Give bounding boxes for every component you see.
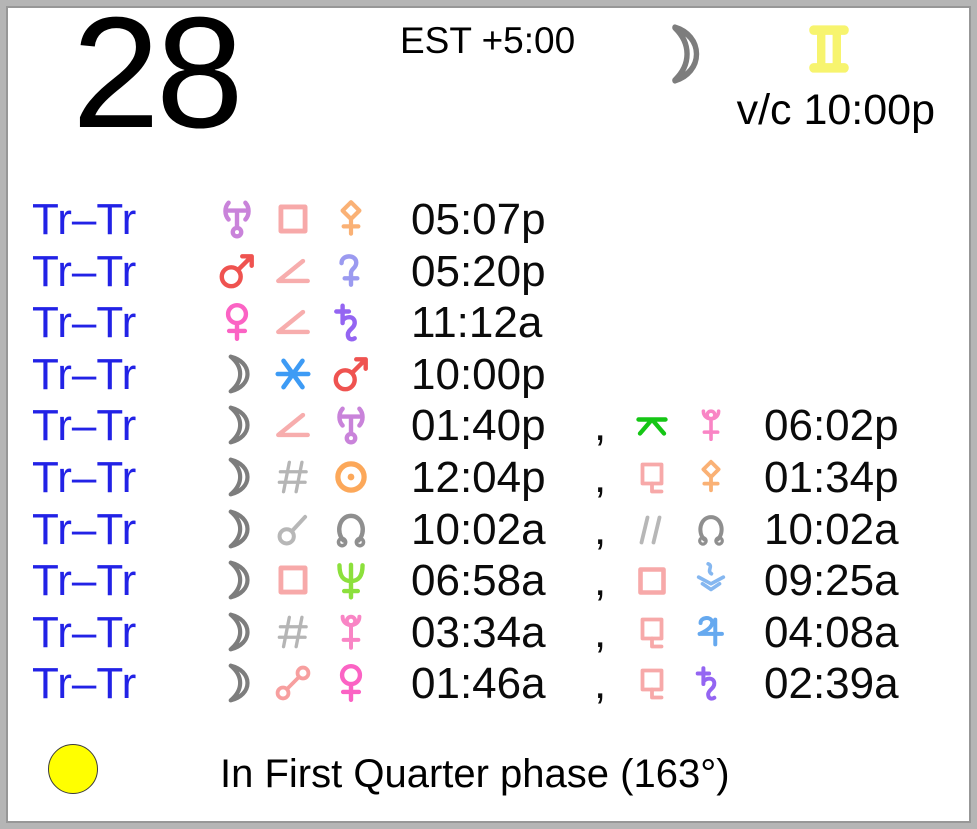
moon-icon — [216, 353, 258, 395]
moon-icon — [216, 508, 258, 550]
moon-phase-label: In First Quarter phase (163°) — [220, 752, 730, 796]
aspect-row: Tr–Tr 05:07p — [8, 194, 973, 246]
aspect-time: 10:02a — [411, 504, 546, 554]
sextile-icon — [272, 353, 314, 395]
transit-transit-label: Tr–Tr — [32, 504, 137, 554]
mars-icon — [216, 250, 258, 292]
aspect-time: 06:58a — [411, 556, 546, 606]
aspect-row: Tr–Tr 01:46a , 02:39a — [8, 658, 973, 710]
void-of-course-label: v/c 10:00p — [736, 86, 935, 134]
comma-separator: , — [594, 659, 607, 709]
comma-separator: , — [594, 607, 607, 657]
semisquare-icon — [272, 404, 314, 446]
aspect-row: Tr–Tr 06:58a , 09:25a — [8, 555, 973, 607]
uranus-icon — [330, 404, 372, 446]
aspect-time: 12:04p — [411, 453, 546, 502]
quincunx-icon — [632, 406, 672, 446]
venus-icon — [330, 662, 372, 704]
aspect-row: Tr–Tr 12:04p , 01:34p — [8, 452, 973, 504]
sesquiquadrate-icon — [632, 613, 672, 653]
semisquare-icon — [272, 250, 314, 292]
transit-transit-label: Tr–Tr — [32, 556, 137, 606]
ceres-icon — [330, 250, 372, 292]
moon-icon — [216, 559, 258, 601]
gemini-icon — [805, 22, 853, 76]
transit-transit-label: Tr–Tr — [32, 607, 137, 657]
comma-separator: , — [594, 401, 607, 451]
aspect-row: Tr–Tr 03:34a , 04:08a — [8, 607, 973, 659]
vesta-icon — [692, 561, 730, 599]
sun-icon — [330, 456, 372, 498]
moon-phase-circle — [48, 744, 98, 794]
pallas-icon — [330, 198, 372, 240]
aspect-row: Tr–Tr 10:00p — [8, 349, 973, 401]
comma-separator: , — [594, 504, 607, 554]
sesquiquadrate-icon — [632, 664, 672, 704]
mars-icon — [330, 353, 372, 395]
aspect-time: 01:46a — [411, 659, 546, 709]
sesquiquadrate-icon — [632, 458, 672, 498]
square-icon — [272, 559, 314, 601]
contraparallel-icon — [272, 611, 314, 653]
timezone-label: EST +5:00 — [400, 20, 576, 61]
aspect-row: Tr–Tr 05:20p — [8, 246, 973, 298]
moon-icon — [216, 611, 258, 653]
aspect-time-2: 10:02a — [764, 504, 899, 554]
parallel-icon — [632, 510, 672, 550]
conjunction-icon — [272, 508, 314, 550]
moon-icon — [216, 662, 258, 704]
comma-separator: , — [594, 453, 607, 502]
aspect-time-2: 02:39a — [764, 659, 899, 709]
semisquare-icon — [272, 301, 314, 343]
day-number: 28 — [72, 0, 244, 161]
aspect-time: 11:12a — [411, 298, 543, 348]
aspect-time-2: 09:25a — [764, 556, 899, 606]
jupiter-icon — [692, 613, 730, 651]
calendar-day-cell[interactable]: 28 EST +5:00 v/c 10:00p Tr–Tr 05:07p Tr–… — [6, 0, 973, 823]
aspect-row: Tr–Tr 11:12a — [8, 297, 973, 349]
node-icon — [692, 510, 730, 548]
aspect-time-2: 01:34p — [764, 453, 899, 502]
aspect-time: 03:34a — [411, 607, 546, 657]
aspect-time-2: 06:02p — [764, 401, 899, 451]
transit-transit-label: Tr–Tr — [32, 349, 137, 399]
transit-transit-label: Tr–Tr — [32, 246, 137, 296]
moon-icon — [216, 456, 258, 498]
transit-transit-label: Tr–Tr — [32, 195, 137, 244]
saturn-icon — [330, 301, 372, 343]
neptune-icon — [330, 559, 372, 601]
node-icon — [330, 508, 372, 550]
pallas-icon — [692, 458, 730, 496]
aspect-time: 05:07p — [411, 195, 546, 244]
transit-transit-label: Tr–Tr — [32, 298, 137, 348]
moon-icon — [656, 22, 710, 86]
opposition-icon — [272, 662, 314, 704]
uranus-icon — [216, 198, 258, 240]
transit-transit-label: Tr–Tr — [32, 659, 137, 709]
aspect-time: 10:00p — [411, 349, 546, 399]
moon-icon — [216, 404, 258, 446]
saturn-icon — [692, 664, 730, 702]
transit-transit-label: Tr–Tr — [32, 401, 137, 451]
transit-transit-label: Tr–Tr — [32, 453, 137, 502]
contraparallel-icon — [272, 456, 314, 498]
pluto-icon — [330, 611, 372, 653]
pluto-icon — [692, 406, 730, 444]
aspect-time-2: 04:08a — [764, 607, 899, 657]
comma-separator: , — [594, 556, 607, 606]
aspect-row: Tr–Tr 10:02a , 10:02a — [8, 504, 973, 556]
aspect-time: 01:40p — [411, 401, 546, 451]
venus-icon — [216, 301, 258, 343]
aspect-time: 05:20p — [411, 246, 546, 296]
square-icon — [272, 198, 314, 240]
square-icon — [632, 561, 672, 601]
aspect-row: Tr–Tr 01:40p , 06:02p — [8, 400, 973, 452]
